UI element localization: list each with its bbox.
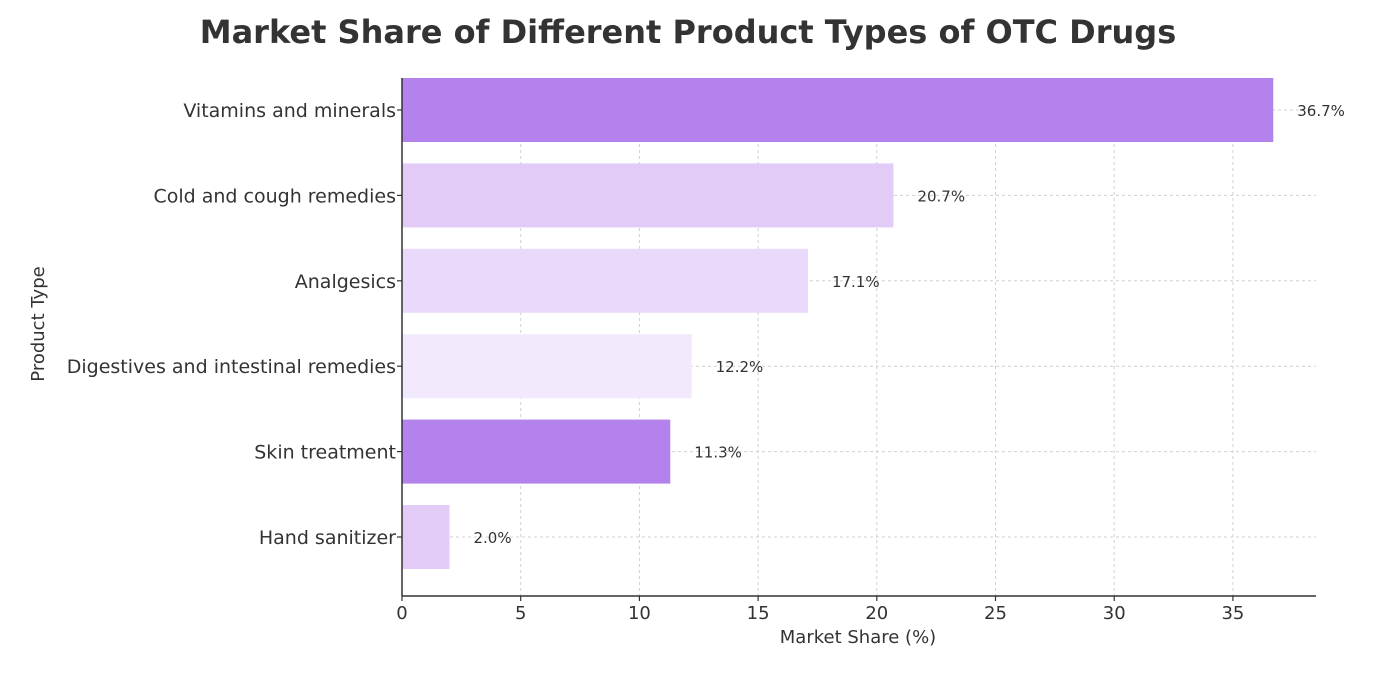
y-tick-label: Digestives and intestinal remedies: [67, 356, 396, 378]
chart-title: Market Share of Different Product Types …: [200, 13, 1177, 51]
bar: [402, 248, 808, 313]
data-label: 36.7%: [1297, 102, 1345, 120]
bar: [402, 78, 1274, 142]
y-axis-label: Product Type: [28, 266, 49, 381]
x-tick-label: 15: [747, 603, 770, 624]
y-tick-label: Vitamins and minerals: [183, 100, 396, 122]
x-tick-label: 10: [628, 603, 651, 624]
x-tick-label: 35: [1221, 603, 1244, 624]
x-tick-label: 0: [396, 603, 407, 624]
x-tick-label: 5: [515, 603, 526, 624]
bar: [402, 505, 450, 569]
data-label: 2.0%: [473, 529, 511, 547]
bar: [402, 163, 894, 228]
data-label: 11.3%: [694, 444, 742, 462]
y-tick-label: Hand sanitizer: [259, 527, 396, 549]
data-label: 20.7%: [917, 187, 965, 205]
x-tick-label: 25: [984, 603, 1007, 624]
data-label: 17.1%: [832, 273, 880, 291]
x-tick-label: 30: [1103, 603, 1126, 624]
bar: [402, 334, 692, 399]
y-tick-label: Cold and cough remedies: [153, 185, 396, 207]
x-tick-label: 20: [865, 603, 888, 624]
y-tick-label: Skin treatment: [254, 442, 396, 464]
bar: [402, 419, 671, 484]
data-label: 12.2%: [716, 358, 764, 376]
x-axis-label: Market Share (%): [780, 627, 936, 648]
bars: 36.7% 20.7% 17.1% 12.2% 11.3% 2.0%: [402, 78, 1345, 569]
axes: Vitamins and minerals Cold and cough reme…: [67, 78, 1316, 624]
y-tick-label: Analgesics: [295, 271, 396, 293]
